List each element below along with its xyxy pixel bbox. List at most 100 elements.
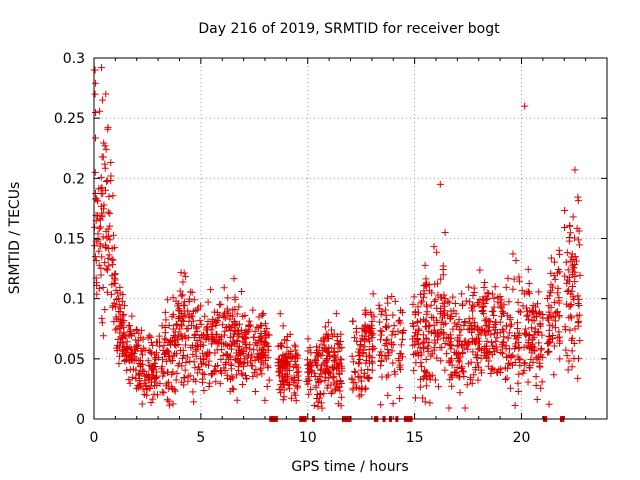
data-point [96, 216, 104, 224]
data-point [423, 280, 431, 288]
data-point [290, 389, 298, 397]
data-point [550, 258, 558, 266]
data-point [253, 342, 261, 350]
data-point [527, 324, 535, 332]
data-point [99, 233, 107, 241]
data-point [321, 323, 329, 331]
data-point [498, 341, 506, 349]
data-point [98, 253, 106, 261]
data-point [348, 352, 356, 360]
data-point [174, 314, 182, 322]
data-point [168, 313, 176, 321]
y-axis-label: SRMTID / TECUs [7, 182, 23, 295]
data-point [99, 284, 107, 292]
data-point [264, 346, 272, 354]
data-point [497, 365, 505, 373]
data-point [352, 328, 360, 336]
data-point [136, 370, 144, 378]
data-point [423, 310, 431, 318]
data-point [262, 320, 270, 328]
data-point [130, 353, 138, 361]
data-point [313, 343, 321, 351]
y-tick-label: 0.05 [54, 352, 85, 368]
data-point [383, 294, 391, 302]
data-point [100, 139, 108, 147]
data-point [377, 331, 385, 339]
data-point [335, 370, 343, 378]
data-point [200, 331, 208, 339]
data-point [230, 275, 238, 283]
data-point [221, 327, 229, 335]
data-point [126, 343, 134, 351]
data-point [462, 297, 470, 305]
data-point [116, 304, 124, 312]
data-point [376, 305, 384, 313]
data-point [91, 90, 99, 98]
data-point [101, 241, 109, 249]
data-point [174, 302, 182, 310]
data-point [512, 257, 520, 265]
data-point [545, 400, 553, 408]
data-point [437, 357, 445, 365]
data-point [468, 324, 476, 332]
data-point [545, 348, 553, 356]
data-point [522, 330, 530, 338]
data-point [548, 312, 556, 320]
data-point [363, 374, 371, 382]
y-tick-label: 0.2 [63, 171, 85, 187]
data-point [546, 321, 554, 329]
data-point [568, 283, 576, 291]
data-point [490, 348, 498, 356]
data-point [419, 339, 427, 347]
data-point [575, 227, 583, 235]
data-point [95, 247, 103, 255]
data-point [556, 250, 564, 258]
data-point [165, 378, 173, 386]
data-point [163, 368, 171, 376]
data-point [488, 364, 496, 372]
data-point [561, 326, 569, 334]
data-point [451, 319, 459, 327]
data-point [563, 276, 571, 284]
data-point [103, 234, 111, 242]
data-point [378, 373, 386, 381]
data-point [103, 266, 111, 274]
data-point [220, 313, 228, 321]
data-point [172, 297, 180, 305]
data-point [163, 396, 171, 404]
data-point [115, 343, 123, 351]
x-tick-label: 20 [513, 430, 531, 446]
data-point [369, 290, 377, 298]
data-point [385, 349, 393, 357]
data-point [427, 301, 435, 309]
data-point [475, 363, 483, 371]
data-point [243, 374, 251, 382]
data-point [526, 361, 534, 369]
data-point [307, 358, 315, 366]
data-point [464, 345, 472, 353]
data-point [474, 376, 482, 384]
data-point [409, 341, 417, 349]
data-point [357, 377, 365, 385]
data-point [198, 360, 206, 368]
data-point [97, 173, 105, 181]
data-point [115, 301, 123, 309]
data-point [522, 331, 530, 339]
data-point [150, 359, 158, 367]
data-point [241, 334, 249, 342]
data-point [154, 353, 162, 361]
data-point [437, 275, 445, 283]
data-point [529, 309, 537, 317]
data-point [411, 341, 419, 349]
data-point [333, 361, 341, 369]
data-point [564, 266, 572, 274]
data-point [506, 329, 514, 337]
data-point [102, 265, 110, 273]
data-point [106, 209, 114, 217]
data-point [479, 307, 487, 315]
data-point [169, 337, 177, 345]
data-point [500, 333, 508, 341]
data-point [313, 391, 321, 399]
x-tick-label: 5 [196, 430, 205, 446]
data-point [497, 349, 505, 357]
